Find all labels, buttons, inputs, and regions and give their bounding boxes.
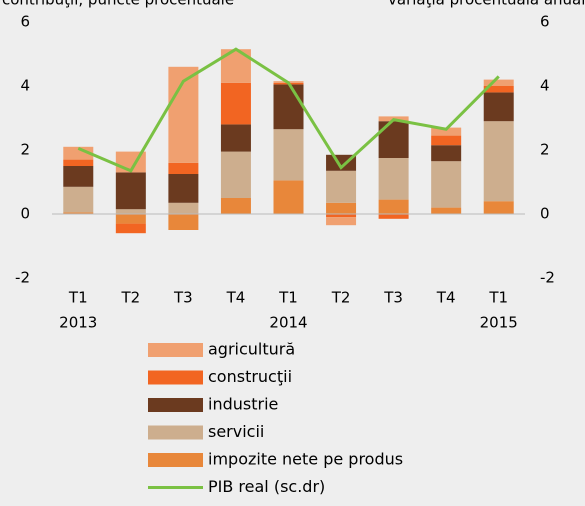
bar-segment — [273, 129, 304, 181]
legend-label: agricultură — [208, 340, 295, 359]
bar-segment — [273, 180, 304, 214]
x-tick-label: 2015 — [480, 314, 518, 332]
bar-segment — [115, 172, 146, 210]
bar-segment — [326, 170, 357, 203]
bar-segment — [326, 217, 357, 226]
legend-label: construcţii — [208, 367, 292, 386]
y2-tick-label: 2 — [540, 141, 550, 159]
legend-swatch — [148, 453, 203, 467]
bar-segment — [63, 159, 94, 166]
y-tick-label: 2 — [20, 141, 30, 159]
legend-label: PIB real (sc.dr) — [208, 477, 325, 496]
bar-segment — [431, 145, 462, 162]
x-tick-label: T2 — [331, 289, 351, 307]
legend-label: impozite nete pe produs — [208, 450, 403, 469]
x-tick-label: T1 — [68, 289, 88, 307]
bar-segment — [483, 201, 514, 214]
x-tick-label: T1 — [488, 289, 508, 307]
legend-label: industrie — [208, 395, 278, 414]
bar-segment — [220, 82, 251, 125]
bar-segment — [220, 124, 251, 152]
y2-tick-label: 0 — [540, 205, 550, 223]
x-tick-label: T1 — [278, 289, 298, 307]
y2-tick-label: -2 — [540, 269, 555, 287]
bar-segment — [115, 209, 146, 214]
bar-segment — [168, 202, 199, 214]
x-tick-label: T4 — [226, 289, 246, 307]
bar-segment — [115, 214, 146, 224]
y-tick-label: 0 — [20, 205, 30, 223]
legend-swatch — [148, 398, 203, 412]
legend-swatch — [148, 425, 203, 440]
legend-swatch — [148, 370, 203, 385]
y2-axis-label: variaţia procentuală anuală — [388, 0, 585, 9]
bar-segment — [63, 166, 94, 187]
bar-segment — [326, 214, 357, 218]
bar-segment — [168, 162, 199, 174]
y2-tick-label: 4 — [540, 77, 550, 95]
y-tick-label: 6 — [20, 13, 30, 31]
bar-segment — [431, 161, 462, 208]
bar-segment — [63, 212, 94, 214]
x-tick-label: T2 — [120, 289, 140, 307]
bar-segment — [168, 214, 199, 230]
bar-segment — [483, 92, 514, 122]
y-tick-label: -2 — [15, 269, 30, 287]
y2-tick-label: 6 — [540, 13, 550, 31]
bar-segment — [431, 127, 462, 136]
bar-segment — [483, 79, 514, 86]
bar-segment — [378, 199, 409, 214]
bar-segment — [220, 151, 251, 198]
bar-segment — [273, 84, 304, 130]
y-tick-label: 4 — [20, 77, 30, 95]
bar-segment — [326, 202, 357, 214]
bar-segment — [168, 174, 199, 203]
bar-segment — [378, 121, 409, 158]
x-tick-label: T3 — [383, 289, 403, 307]
bar-segment — [220, 198, 251, 214]
line-series — [77, 47, 500, 173]
y-axis-label: contribuţii, puncte procentuale — [2, 0, 234, 9]
bar-segment — [431, 207, 462, 214]
bar-segment — [431, 135, 462, 146]
bar-segment — [483, 121, 514, 202]
bar-segment — [378, 158, 409, 200]
x-tick-label: 2013 — [59, 314, 97, 332]
x-tick-label: T4 — [436, 289, 456, 307]
legend-swatch — [148, 343, 203, 357]
x-tick-label: 2014 — [269, 314, 307, 332]
bar-segment — [378, 214, 409, 219]
legend-label: servicii — [208, 422, 264, 441]
bar-segment — [483, 86, 514, 93]
bar-segment — [63, 186, 94, 213]
bar-segment — [115, 223, 146, 234]
x-tick-label: T3 — [173, 289, 193, 307]
